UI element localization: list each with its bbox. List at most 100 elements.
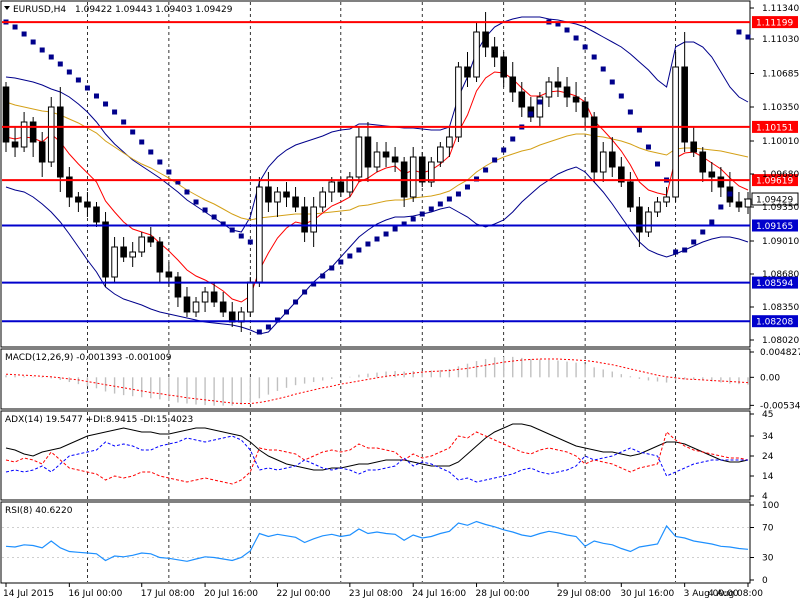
time-tick-label: 24 Jul 16:00	[412, 589, 466, 599]
bear-candle-body	[102, 221, 109, 278]
bear-candle-body	[11, 141, 19, 148]
time-tick-label: 20 Jul 16:00	[204, 589, 258, 599]
bear-candle-body	[29, 121, 37, 143]
sar-dot	[238, 233, 244, 239]
sar-dot	[709, 219, 715, 225]
candle	[102, 212, 109, 287]
parabolic-sar-dots	[3, 19, 751, 335]
sar-dot	[401, 221, 407, 227]
macd-title: MACD(12,26,9) -0.001393 -0.001009	[5, 353, 172, 363]
macd-signal-polyline	[5, 358, 749, 404]
price-tick-label: 1.08350	[762, 303, 799, 313]
candle	[654, 197, 661, 217]
sar-dot	[347, 253, 353, 259]
candle	[509, 62, 517, 102]
rsi-tick-label: 30	[762, 554, 774, 564]
bull-candle-body	[437, 146, 444, 163]
bull-candle-body	[310, 206, 317, 233]
candle	[590, 112, 598, 182]
candle	[690, 127, 698, 157]
price-pane-frame	[0, 0, 751, 348]
candle	[219, 292, 227, 317]
bull-candle-body	[427, 161, 435, 183]
level-tag-label: 1.09619	[756, 177, 793, 187]
price-tick-label: 1.09010	[762, 237, 799, 247]
adx-pane[interactable]: 45 34 24 14 4 ADX(14) 19.5477 +DI:8.9415 -DI…	[0, 410, 774, 502]
candle	[518, 82, 526, 117]
adx-tick-label: 45	[762, 410, 773, 420]
time-tick-label: 28 Jul 00:00	[476, 589, 530, 599]
bear-candle-body	[464, 66, 471, 78]
candle	[328, 177, 336, 202]
sar-dot	[130, 129, 136, 135]
sar-dot	[93, 93, 99, 99]
candle	[56, 87, 64, 192]
bull-candle-body	[274, 191, 281, 203]
sar-dot	[75, 77, 81, 83]
bear-candle-body	[156, 241, 164, 273]
candle	[256, 177, 263, 287]
bear-candle-body	[120, 246, 127, 258]
price-chart-pane[interactable]: 1.11199 1.10151 1.09619 1.09165 1.08594 1.082…	[0, 0, 799, 348]
candle	[183, 287, 191, 317]
sar-dot	[745, 34, 751, 40]
sar-dot	[338, 259, 344, 265]
candle	[2, 82, 10, 152]
sar-dot	[682, 247, 688, 253]
bull-candle-body	[473, 31, 480, 78]
bull-candle-body	[247, 281, 254, 313]
sar-dot	[582, 44, 588, 50]
dropdown-triangle-icon[interactable]	[4, 6, 10, 10]
horizontal-levels[interactable]: 1.11199 1.10151 1.09619 1.09165 1.08594 1.082…	[2, 16, 799, 328]
bear-candle-body	[618, 166, 625, 183]
bull-candle-body	[455, 66, 462, 138]
bear-candle-body	[147, 236, 155, 243]
bear-candle-body	[93, 206, 100, 223]
sar-dot	[166, 169, 172, 175]
bull-candle-body	[129, 251, 136, 258]
adx-tick-label: 4	[762, 492, 768, 502]
sar-dot	[112, 109, 118, 115]
bear-candle-body	[337, 181, 345, 193]
macd-histogram	[5, 356, 749, 406]
sar-dot	[39, 47, 45, 53]
bull-candle-body	[373, 151, 381, 168]
sar-dot	[284, 309, 290, 315]
candle	[174, 272, 182, 307]
sar-dot	[555, 21, 561, 27]
candle	[93, 202, 100, 227]
level-tag-label: 1.08594	[756, 279, 793, 289]
adx-grid-lines	[87, 412, 677, 499]
sar-dot	[274, 317, 280, 323]
bull-candle-body	[319, 191, 327, 208]
rsi-pane[interactable]: 100 70 30 0 RSI(8) 40.6220	[0, 501, 779, 586]
sar-dot	[139, 139, 145, 145]
bear-candle-body	[75, 196, 82, 203]
candle	[409, 147, 417, 202]
time-tick-label: 30 Jul 16:00	[620, 589, 674, 599]
candle	[581, 97, 589, 127]
sar-dot	[474, 176, 480, 182]
adx-main-line	[5, 423, 749, 471]
sar-dot	[84, 85, 90, 91]
candle	[292, 187, 299, 212]
macd-pane[interactable]: 0.004827 0.00 -0.005347 MACD(12,26,9) -0.0…	[0, 348, 800, 411]
bear-candle-body	[382, 151, 390, 158]
sar-dot	[383, 231, 389, 237]
sar-dot	[673, 249, 679, 255]
adx-axis: 45 34 24 14 4	[750, 410, 774, 502]
candle	[75, 192, 82, 212]
time-tick-label: 16 Jul 00:00	[68, 589, 122, 599]
sar-dot	[311, 281, 317, 287]
sar-dot	[202, 207, 208, 213]
candle	[265, 172, 272, 212]
macd-tick-label: 0.00	[760, 373, 780, 383]
bull-candle-body	[545, 81, 553, 98]
rsi-tick-label: 0	[762, 576, 768, 586]
sar-dot	[655, 161, 661, 167]
bear-candle-body	[581, 101, 589, 118]
time-tick-label: 17 Jul 08:00	[141, 589, 195, 599]
sar-dot	[510, 136, 516, 142]
symbol-timeframe: EURUSD,H4	[13, 5, 66, 15]
price-tick-label: 1.11030	[762, 35, 799, 45]
